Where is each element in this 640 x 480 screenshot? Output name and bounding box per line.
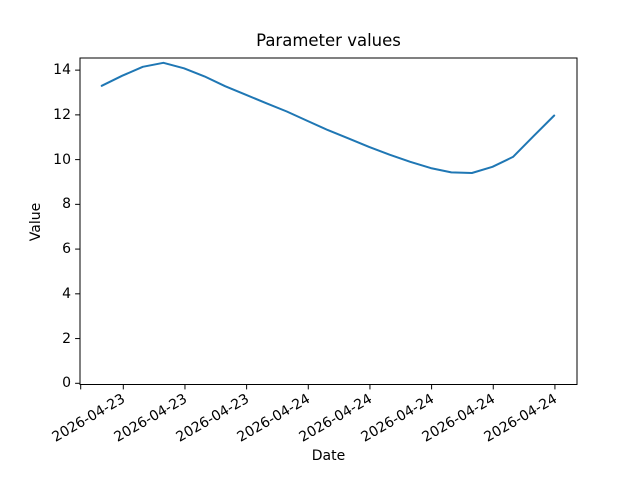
y-tick-label: 2 [62, 330, 71, 347]
data-line [100, 61, 556, 174]
y-tick-label: 8 [62, 196, 71, 213]
y-tick-label: 0 [62, 375, 71, 392]
y-tick-label: 12 [53, 106, 71, 123]
y-tick-label: 4 [62, 285, 71, 302]
y-tick-label: 6 [62, 241, 71, 258]
chart-title: Parameter values [256, 31, 401, 50]
y-tick-label: 14 [53, 62, 71, 79]
y-tick-label: 10 [53, 151, 71, 168]
x-axis-label: Date [311, 448, 346, 464]
axes-spines [79, 57, 578, 385]
